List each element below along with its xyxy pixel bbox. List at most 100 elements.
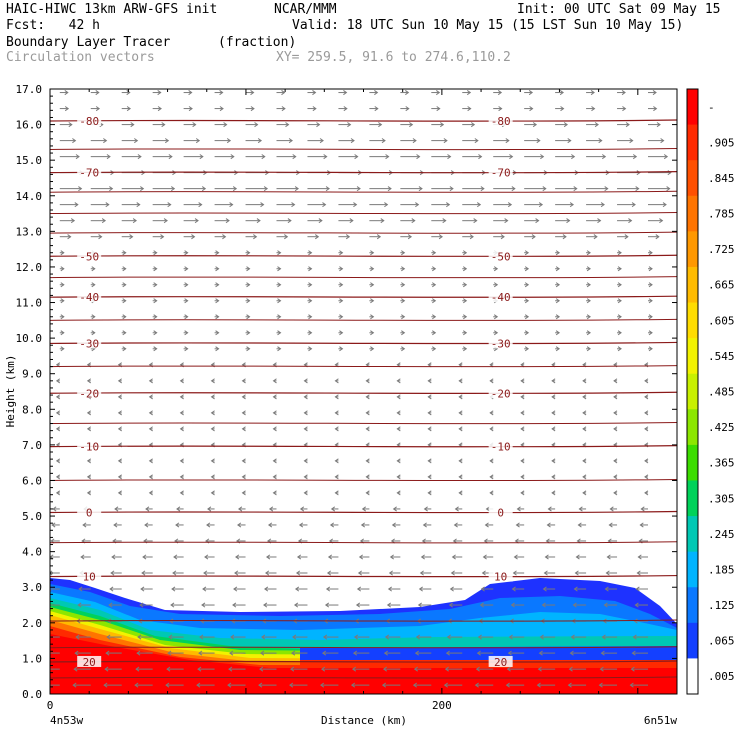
vector-arrow-head bbox=[446, 634, 451, 640]
contour-label: 10 bbox=[494, 571, 507, 584]
vector-arrow-head bbox=[481, 570, 486, 576]
vector-arrow-head bbox=[210, 410, 215, 416]
vector-arrow-head bbox=[648, 346, 653, 352]
vector-arrow-head bbox=[334, 474, 339, 480]
vector-arrow-head bbox=[586, 314, 591, 320]
vector-arrow-head bbox=[104, 666, 109, 672]
vector-arrow-head bbox=[634, 602, 639, 608]
y-tick-label: 14.0 bbox=[16, 190, 43, 203]
vector-arrow-head bbox=[538, 202, 544, 208]
contour-label: -10 bbox=[491, 441, 511, 454]
vector-arrow-head bbox=[569, 650, 574, 656]
vector-arrow-head bbox=[55, 410, 61, 416]
vector-arrow-head bbox=[55, 490, 61, 496]
vector-arrow-head bbox=[520, 458, 525, 464]
vector-arrow-head bbox=[268, 506, 274, 512]
vector-arrow-head bbox=[591, 106, 596, 112]
contour-label-bg bbox=[77, 250, 102, 262]
colorbar-label: .545 bbox=[708, 350, 735, 363]
vector-arrow-head bbox=[382, 666, 388, 672]
vector-arrow-head bbox=[427, 410, 432, 416]
vector-arrow-head bbox=[75, 154, 80, 160]
vector-arrow-head bbox=[266, 554, 271, 560]
vector-arrow-head bbox=[396, 394, 401, 400]
vector-arrow-head bbox=[46, 619, 49, 623]
contour-label-bg bbox=[488, 655, 513, 667]
vector-arrow-head bbox=[644, 378, 649, 384]
vector-arrow-head bbox=[474, 138, 479, 144]
vector-arrow-head bbox=[635, 586, 640, 592]
vector-arrow-head bbox=[470, 122, 476, 128]
vector-arrow-head bbox=[586, 250, 591, 256]
vector-arrow-head bbox=[660, 138, 665, 144]
contour-label-bg bbox=[488, 291, 513, 303]
vector-arrow-head bbox=[277, 266, 282, 272]
vector-arrow-head bbox=[644, 410, 649, 416]
vector-arrow-head bbox=[103, 138, 108, 144]
vector-arrow-head bbox=[320, 666, 326, 672]
vector-arrow-head bbox=[345, 234, 351, 240]
vector-arrow-head bbox=[319, 682, 325, 688]
y-tick-label: 0.0 bbox=[22, 688, 42, 701]
contour-label: -70 bbox=[491, 167, 511, 180]
vector-arrow-head bbox=[604, 586, 609, 592]
vector-arrow-head bbox=[632, 154, 638, 160]
vector-arrow-head bbox=[555, 282, 560, 288]
colorbar-label: .845 bbox=[708, 172, 735, 185]
contour-line bbox=[50, 171, 677, 174]
vector-arrow-head bbox=[489, 426, 494, 432]
vector-arrow-head bbox=[122, 314, 127, 320]
vector-arrow-head bbox=[261, 154, 266, 160]
vector-arrow-head bbox=[171, 586, 176, 592]
vector-arrow-head bbox=[199, 634, 204, 640]
vector-arrow-head bbox=[644, 474, 649, 480]
vector-arrow-head bbox=[157, 106, 162, 112]
vector-arrow-head bbox=[555, 330, 560, 336]
vector-arrow-head bbox=[555, 346, 560, 352]
vector-arrow-head bbox=[613, 378, 618, 384]
vector-arrow-head bbox=[360, 522, 366, 528]
vector-arrow-head bbox=[453, 522, 458, 528]
vector-arrow-head bbox=[303, 426, 308, 432]
vector-arrow-head bbox=[635, 186, 640, 192]
vector-arrow-head bbox=[662, 202, 667, 208]
y-tick-label: 11.0 bbox=[16, 297, 43, 310]
vector-arrow-head bbox=[582, 458, 587, 464]
vector-arrow-head bbox=[653, 106, 658, 112]
vector-arrow-head bbox=[513, 554, 518, 560]
vector-arrow-head bbox=[401, 250, 406, 256]
vector-arrow-head bbox=[136, 650, 141, 656]
vector-arrow-head bbox=[157, 90, 162, 96]
vector-arrow-head bbox=[153, 298, 158, 304]
vector-arrow-head bbox=[303, 458, 308, 464]
vector-arrow-head bbox=[396, 474, 401, 480]
vector-arrow-head bbox=[531, 234, 536, 240]
vector-arrow-head bbox=[322, 634, 328, 640]
vector-arrow-head bbox=[493, 282, 499, 288]
vector-arrow-head bbox=[232, 186, 238, 192]
vector-arrow-head bbox=[329, 522, 335, 528]
vector-arrow-head bbox=[476, 202, 482, 208]
vector-arrow-head bbox=[489, 474, 494, 480]
vector-arrow-head bbox=[639, 522, 644, 528]
vector-arrow-head bbox=[319, 138, 324, 144]
contour-label: -50 bbox=[79, 250, 99, 263]
vector-arrow-head bbox=[383, 650, 389, 656]
vector-arrow-head bbox=[184, 298, 189, 304]
colorbar-label: .305 bbox=[708, 492, 735, 505]
vector-arrow-head bbox=[418, 186, 423, 192]
contour-label: 20 bbox=[494, 656, 507, 669]
vector-arrow-head bbox=[250, 90, 255, 96]
colorbar-label: .245 bbox=[708, 528, 735, 541]
vector-arrow-head bbox=[510, 602, 515, 608]
contour-label: -40 bbox=[491, 291, 511, 304]
contour-line bbox=[50, 295, 677, 298]
contour-line bbox=[50, 676, 677, 679]
vector-arrow-head bbox=[628, 218, 633, 224]
vector-arrow-head bbox=[458, 410, 463, 416]
vector-arrow-head bbox=[555, 266, 560, 272]
y-tick-label: 9.0 bbox=[22, 368, 42, 381]
vector-arrow-head bbox=[409, 122, 414, 128]
contour-line bbox=[50, 190, 677, 193]
vector-arrow-head bbox=[308, 298, 313, 304]
